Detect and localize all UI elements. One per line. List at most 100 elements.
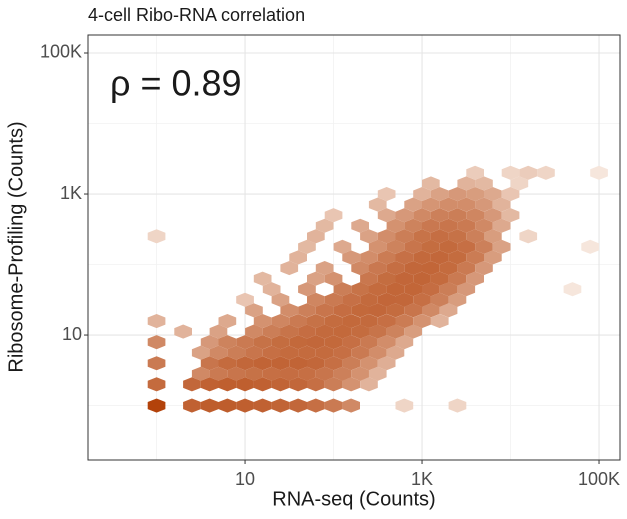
hexbin [475, 218, 493, 233]
hexbin [245, 303, 263, 318]
hexbin [377, 250, 396, 265]
hexbin [262, 366, 281, 381]
hexbin [280, 303, 299, 318]
hexbin [200, 335, 219, 350]
hexbin [368, 345, 387, 360]
hexbin [368, 303, 387, 318]
hexbin [324, 314, 343, 329]
hexbin [209, 366, 228, 381]
hexbin [342, 292, 360, 307]
hexbin [413, 271, 431, 286]
hexbin [298, 366, 316, 381]
hexbin [289, 356, 307, 371]
hexbin [342, 377, 360, 392]
hexbin [501, 187, 520, 202]
annotation: ρ = 0.89 [110, 63, 242, 104]
hexbin [200, 398, 219, 413]
hexbin [324, 292, 343, 307]
hexbin [174, 324, 192, 339]
hexbin [333, 345, 352, 360]
hexbin [218, 398, 237, 413]
hexbin [386, 261, 405, 276]
x-tick-label: 100K [578, 469, 620, 489]
hexbin [448, 229, 467, 244]
plot-border [87, 34, 621, 461]
hexbin [439, 218, 458, 233]
hexbin [360, 229, 378, 244]
hexbin [307, 335, 325, 350]
hexbin [236, 356, 254, 371]
hexbin [422, 261, 440, 276]
hexbin [324, 377, 343, 392]
hexbin [191, 366, 210, 381]
hexbin [218, 314, 237, 329]
hexbin [307, 398, 325, 413]
hexbin [324, 271, 343, 286]
hexbin [360, 356, 378, 371]
x-tick-label: 10 [235, 469, 255, 489]
hexbin [298, 239, 316, 254]
hexbin [386, 345, 405, 360]
hexbin [404, 324, 422, 339]
hexbin [484, 208, 502, 223]
hexbin [289, 314, 307, 329]
hexbin [395, 229, 414, 244]
hexbin [457, 197, 476, 212]
hexbin [289, 398, 307, 413]
hexbin [183, 398, 201, 413]
hexbin [439, 197, 458, 212]
hexbin [289, 377, 307, 392]
x-tick-label: 1K [411, 469, 433, 489]
hexbin [395, 335, 414, 350]
hexbin [519, 229, 538, 244]
hexbin [484, 229, 502, 244]
hexbin [262, 324, 281, 339]
hexbin [298, 303, 316, 318]
hexbin [563, 282, 582, 297]
hexbin [333, 239, 352, 254]
hexbin [466, 187, 484, 202]
hexbin [227, 345, 245, 360]
hexbin [404, 261, 422, 276]
hexbin [439, 282, 458, 297]
hexbin [386, 303, 405, 318]
hexbin [333, 282, 352, 297]
hexbin [422, 239, 440, 254]
hexbin [245, 324, 263, 339]
hexbin [227, 366, 245, 381]
hexbin [475, 176, 493, 191]
hexbin [386, 218, 405, 233]
hexbin [581, 239, 599, 254]
hexbin [386, 324, 405, 339]
hexbin [262, 282, 281, 297]
hexbin [395, 292, 414, 307]
hexbin [307, 229, 325, 244]
hexbin [253, 377, 272, 392]
y-tick-label: 1K [60, 183, 82, 203]
y-tick-label: 100K [40, 42, 82, 62]
hexbin [492, 218, 511, 233]
hexbin [377, 229, 396, 244]
hexbin [209, 345, 228, 360]
hexbin [475, 261, 493, 276]
hexbin [236, 292, 254, 307]
hexbin [404, 197, 422, 212]
hexbin [501, 208, 520, 223]
hexbin [307, 377, 325, 392]
hexbin [377, 187, 396, 202]
hexbin [298, 324, 316, 339]
hexbin [200, 377, 219, 392]
hexbin [448, 292, 467, 307]
hexbin [510, 176, 529, 191]
hexbin [422, 303, 440, 318]
hexbin [395, 250, 414, 265]
hexbin [342, 356, 360, 371]
hexbin [360, 314, 378, 329]
hexbin [342, 335, 360, 350]
hexbin [368, 239, 387, 254]
hexbin [484, 250, 502, 265]
hexbin [351, 366, 369, 381]
hexbin [315, 261, 334, 276]
hexbin [466, 250, 484, 265]
